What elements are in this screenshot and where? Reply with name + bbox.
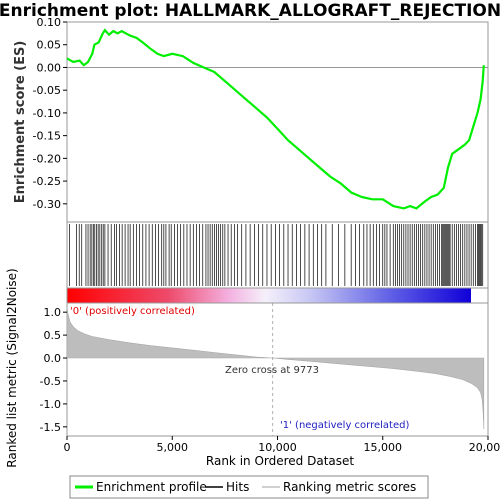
es-panel bbox=[66, 21, 489, 223]
y-tick-label-es: -0.05 bbox=[33, 84, 61, 97]
x-tick-label: 20,000 bbox=[469, 441, 500, 454]
y-tick-label-es: 0.00 bbox=[37, 61, 62, 74]
legend-label-enrichment: Enrichment profile bbox=[96, 480, 207, 494]
y-tick-label-es: -0.10 bbox=[33, 107, 61, 120]
y-tick-label-es: 0.10 bbox=[37, 16, 62, 29]
x-axis-label: Rank in Ordered Dataset bbox=[206, 454, 354, 468]
y-tick-label-metric: 1.0 bbox=[44, 306, 62, 319]
y-axis-label-metric: Ranked list metric (Signal2Noise) bbox=[5, 268, 19, 467]
legend-label-hits: Hits bbox=[226, 480, 249, 494]
ranking-metric-area bbox=[66, 307, 485, 430]
axes-layer: 0.100.050.00-0.05-0.10-0.15-0.20-0.25-0.… bbox=[33, 16, 500, 454]
y-tick-label-es: 0.05 bbox=[37, 39, 62, 52]
y-tick-label-es: -0.15 bbox=[33, 130, 61, 143]
metric-layer bbox=[66, 303, 485, 436]
legend-label-metric: Ranking metric scores bbox=[283, 480, 416, 494]
legend-box bbox=[69, 475, 429, 499]
x-tick-label: 5,000 bbox=[157, 441, 189, 454]
enrichment-profile-line bbox=[66, 28, 485, 210]
y-tick-label-metric: 0.5 bbox=[44, 329, 62, 342]
hits-layer bbox=[69, 224, 484, 286]
pos-correlated-label: '0' (positively correlated) bbox=[70, 306, 195, 317]
y-tick-label-es: -0.25 bbox=[33, 175, 61, 188]
x-tick-label: 15,000 bbox=[364, 441, 403, 454]
zero-cross-label: Zero cross at 9773 bbox=[225, 365, 319, 376]
y-tick-label-es: -0.30 bbox=[33, 198, 61, 211]
y-tick-label-metric: -0.5 bbox=[40, 375, 61, 388]
chart-title: Enrichment plot: HALLMARK_ALLOGRAFT_REJE… bbox=[0, 1, 500, 21]
x-tick-label: 0 bbox=[64, 441, 71, 454]
neg-correlated-label: '1' (negatively correlated) bbox=[280, 420, 409, 431]
es-layer bbox=[66, 28, 488, 210]
legend: Enrichment profile Hits Ranking metric s… bbox=[69, 475, 429, 499]
y-tick-label-metric: 0.0 bbox=[44, 352, 62, 365]
hits-panel bbox=[66, 221, 489, 289]
x-tick-label: 10,000 bbox=[258, 441, 297, 454]
y-axis-label-es: Enrichment score (ES) bbox=[13, 41, 28, 204]
rank-colorbar bbox=[67, 288, 471, 303]
y-tick-label-metric: -1.0 bbox=[40, 398, 61, 411]
y-tick-label-es: -0.20 bbox=[33, 152, 61, 165]
y-tick-label-metric: -1.5 bbox=[40, 421, 61, 434]
